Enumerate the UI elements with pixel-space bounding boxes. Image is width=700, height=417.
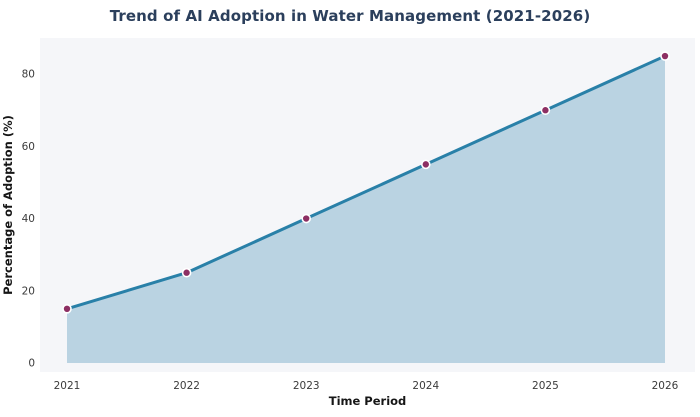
x-tick-label-2021: 2021 — [54, 380, 81, 392]
x-tick-label-2025: 2025 — [532, 380, 559, 392]
chart-title: Trend of AI Adoption in Water Management… — [109, 7, 591, 25]
y-axis-label: Percentage of Adoption (%) — [1, 115, 15, 295]
x-axis-label: Time Period — [329, 394, 407, 408]
y-tick-label-60: 60 — [22, 141, 35, 153]
x-tick-label-2023: 2023 — [293, 380, 320, 392]
x-tick-label-2026: 2026 — [652, 380, 679, 392]
y-tick-label-80: 80 — [22, 69, 35, 81]
y-tick-label-40: 40 — [22, 213, 35, 225]
x-tick-label-2022: 2022 — [173, 380, 200, 392]
y-tick-label-20: 20 — [22, 285, 35, 297]
data-point-2026 — [660, 51, 670, 61]
data-point-2025 — [540, 105, 551, 116]
data-point-2024 — [420, 159, 431, 170]
area-fill — [67, 56, 665, 363]
x-tick-label-2024: 2024 — [412, 380, 439, 392]
data-point-2021 — [62, 304, 72, 314]
trend-line — [65, 54, 667, 311]
data-point-2023 — [301, 213, 312, 224]
y-tick-label-0: 0 — [28, 357, 35, 369]
data-point-2022 — [181, 267, 192, 278]
